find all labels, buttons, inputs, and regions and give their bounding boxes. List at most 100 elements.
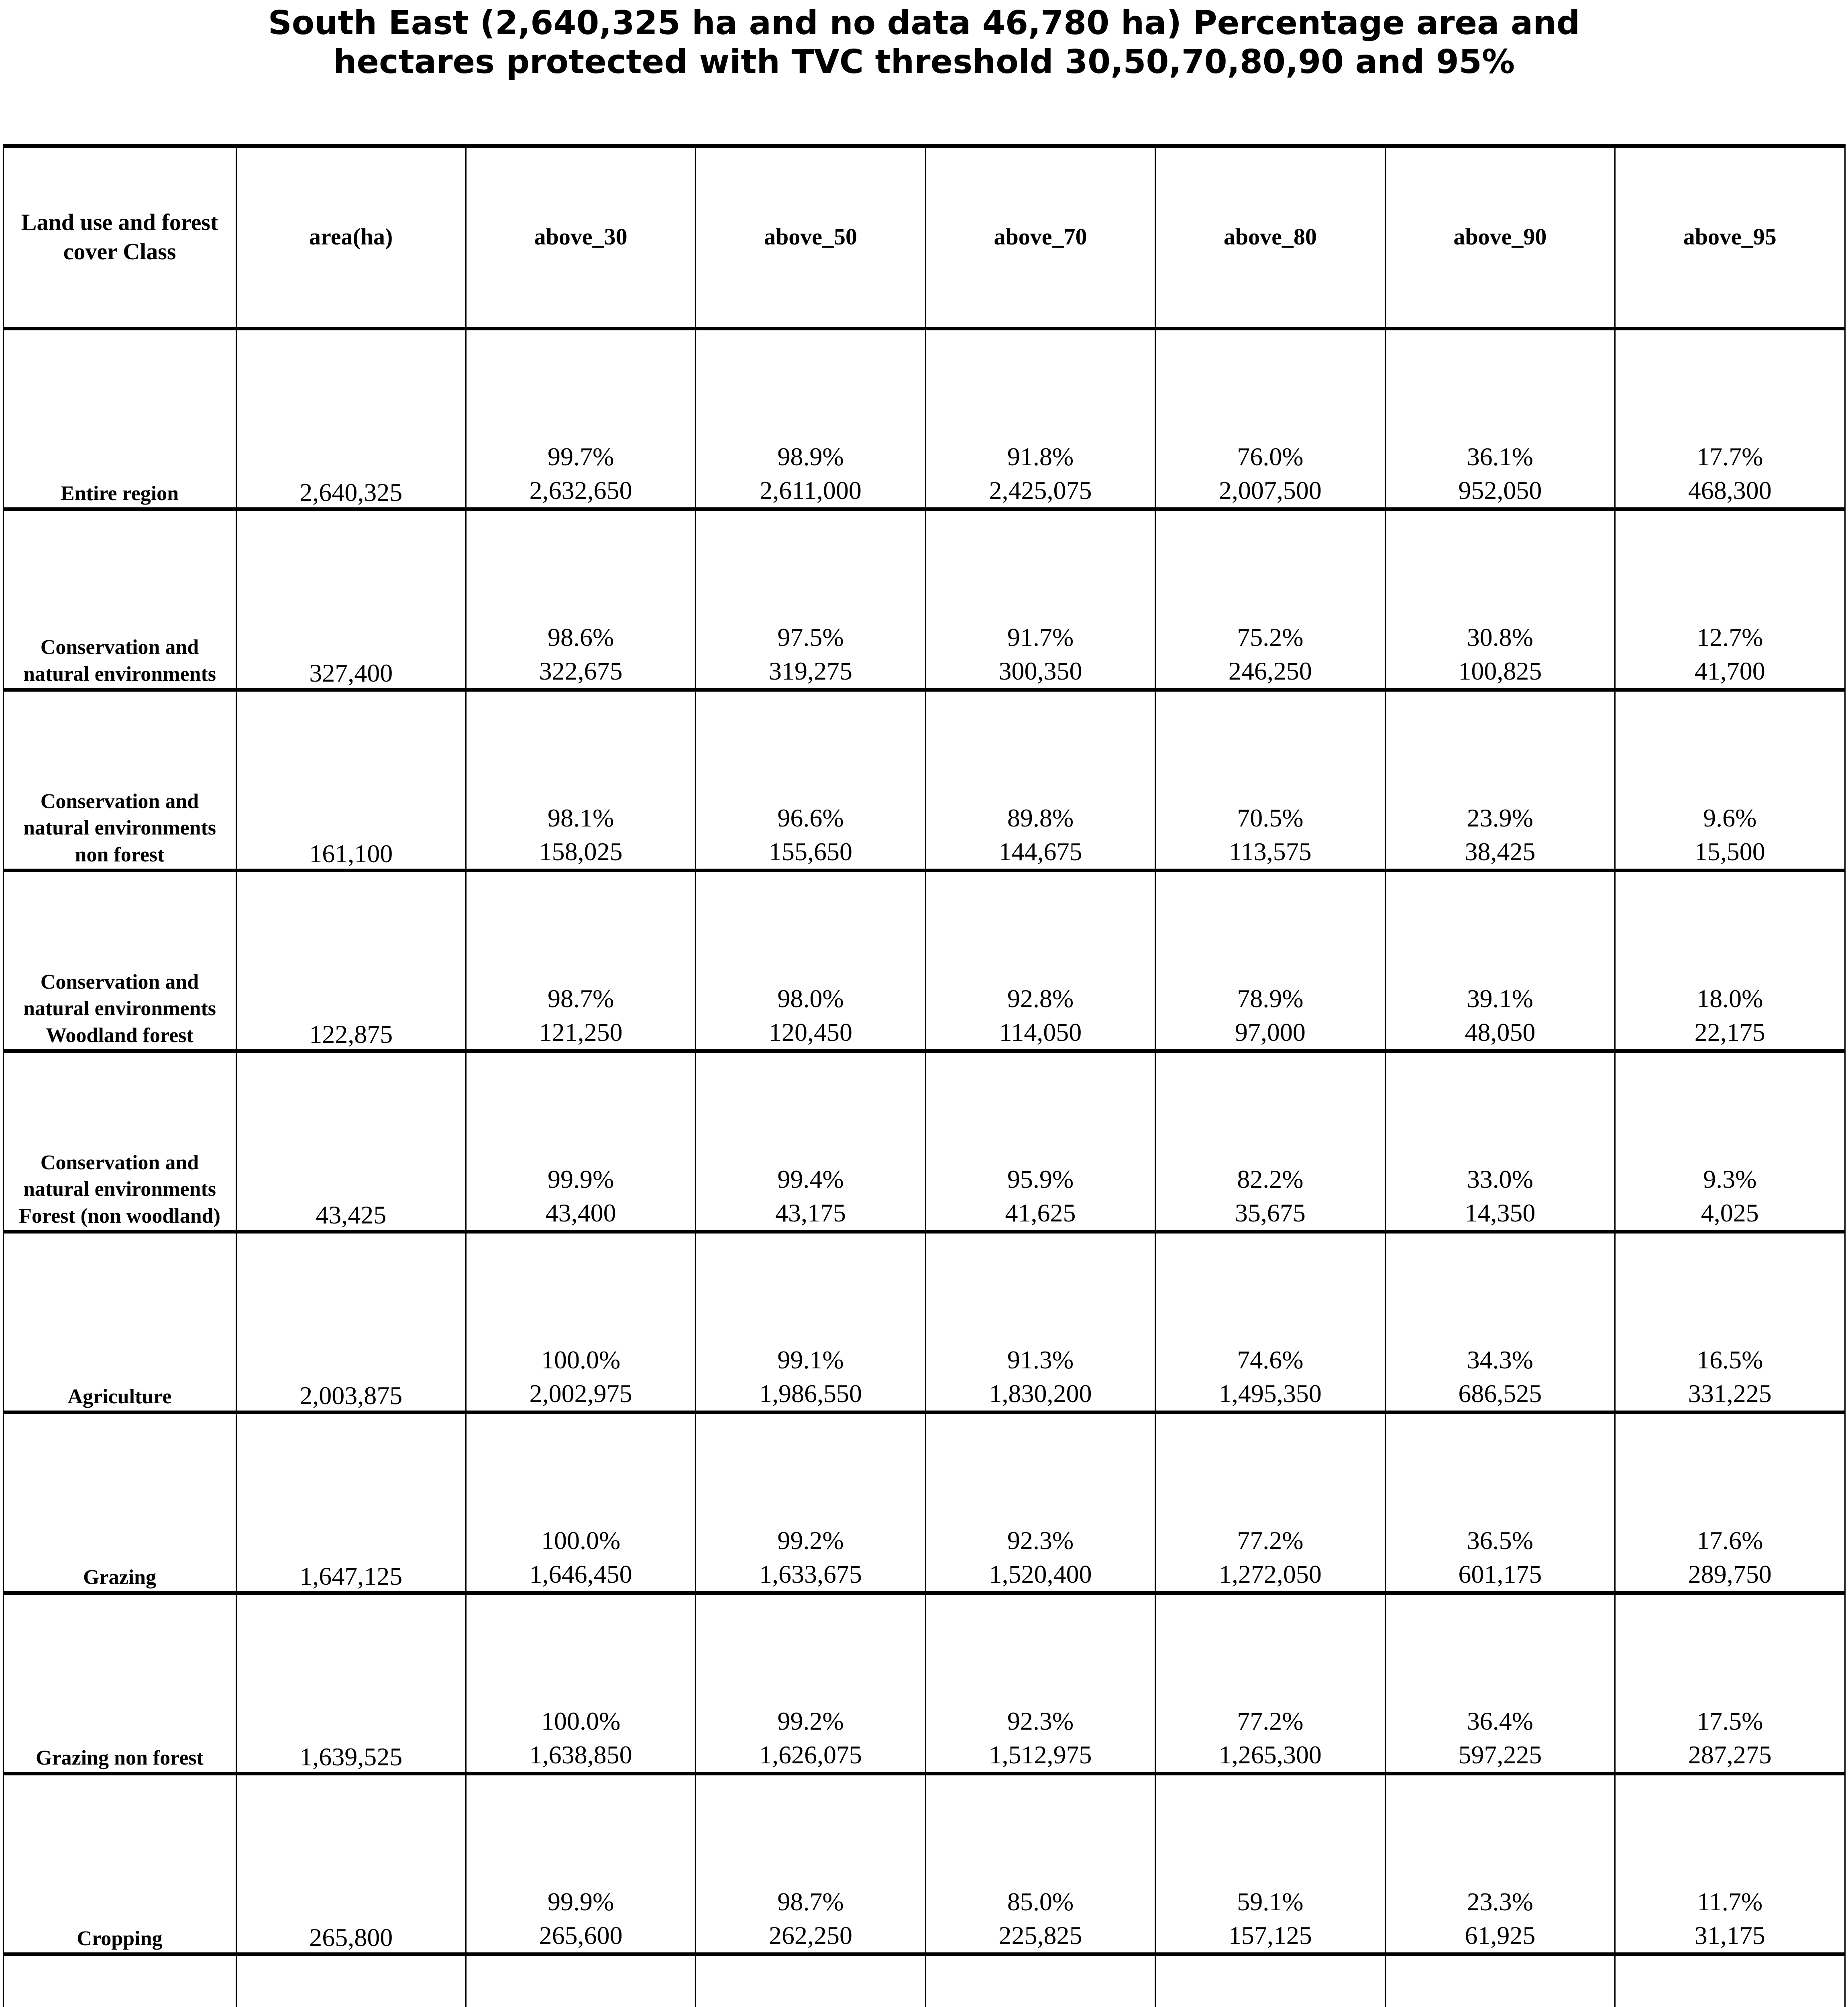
- hectares-value: 597,225: [1458, 1740, 1542, 1769]
- hectares-value: 468,300: [1688, 476, 1772, 505]
- threshold-cell: 92.8% 114,050: [925, 868, 1156, 1053]
- percent-value: 97.5%: [777, 623, 844, 651]
- percent-value: 99.2%: [777, 1706, 844, 1735]
- percent-value: 18.0%: [1697, 984, 1763, 1013]
- percent-value: 33.0%: [1467, 1164, 1533, 1193]
- percent-value: 77.2%: [1237, 1526, 1304, 1555]
- threshold-cell: 92.6%82,775: [925, 1952, 1156, 2007]
- threshold-cell: 17.6% 289,750: [1614, 1410, 1846, 1595]
- percent-value: 92.3%: [1007, 1526, 1074, 1555]
- hectares-value: 35,675: [1235, 1198, 1306, 1227]
- threshold-cell: 26.0%23,225: [1384, 1952, 1616, 2007]
- percent-value: 98.7%: [777, 1887, 844, 1916]
- hectares-value: 300,350: [998, 656, 1082, 685]
- page-title: South East (2,640,325 ha and no data 46,…: [0, 4, 1848, 82]
- percent-value: 99.7%: [547, 442, 614, 471]
- row-label: Conservation and natural environments no…: [2, 688, 237, 872]
- hectares-value: 113,575: [1229, 837, 1312, 866]
- percent-value: 91.8%: [1007, 442, 1074, 471]
- hectares-value: 61,925: [1465, 1921, 1536, 1950]
- row-label: Cropping: [2, 1771, 237, 1956]
- hectares-value: 331,225: [1688, 1379, 1772, 1408]
- hectares-value: 2,002,975: [529, 1379, 632, 1408]
- threshold-cell: 99.2% 1,633,675: [695, 1410, 926, 1595]
- percent-value: 99.2%: [777, 1526, 844, 1555]
- percent-value: 17.6%: [1697, 1526, 1763, 1555]
- hectares-value: 225,825: [998, 1921, 1082, 1950]
- hectares-value: 686,525: [1458, 1379, 1542, 1408]
- percent-value: 30.8%: [1467, 623, 1533, 651]
- threshold-cell: 77.2% 1,272,050: [1155, 1410, 1386, 1595]
- hectares-value: 114,050: [999, 1018, 1082, 1046]
- threshold-cell: 98.1% 158,025: [465, 688, 697, 872]
- threshold-cell: 92.3% 1,520,400: [925, 1410, 1156, 1595]
- percent-value: 17.5%: [1697, 1706, 1763, 1735]
- threshold-cell: 89.8% 144,675: [925, 688, 1156, 872]
- percent-value: 100.0%: [541, 1345, 621, 1374]
- threshold-cell: 98.7% 262,250: [695, 1771, 926, 1956]
- row-label: Grazing: [2, 1410, 237, 1595]
- hectares-value: 1,830,200: [989, 1379, 1092, 1408]
- threshold-cell: 82.2% 35,675: [1155, 1049, 1386, 1234]
- threshold-cell: 9.3% 4,025: [1614, 1049, 1846, 1234]
- threshold-cell: 30.8% 100,825: [1384, 507, 1616, 692]
- table-row: Grazing non forest 1,639,525 100.0% 1,638,8…: [2, 1591, 1846, 1775]
- threshold-cell: 99.6%89,075: [695, 1952, 926, 2007]
- percent-value: 98.7%: [547, 984, 614, 1013]
- table-row: Cropping 265,800 99.9% 265,600 98.7% 262,250 8…: [2, 1771, 1846, 1956]
- percent-value: 16.5%: [1697, 1345, 1763, 1374]
- hectares-value: 100,825: [1458, 656, 1542, 685]
- hectares-value: 319,275: [769, 656, 853, 685]
- hectares-value: 1,626,075: [759, 1740, 862, 1769]
- hectares-value: 15,500: [1694, 837, 1765, 866]
- hectares-value: 2,007,500: [1218, 476, 1322, 505]
- percent-value: 77.2%: [1237, 1706, 1304, 1735]
- row-area-value: 1,639,525: [235, 1591, 467, 1775]
- hectares-value: 1,633,675: [759, 1559, 862, 1588]
- page-title-line1: South East (2,640,325 ha and no data 46,…: [268, 4, 1580, 42]
- table-row: Conservation and natural environments Wo…: [2, 868, 1846, 1053]
- threshold-cell: 91.8% 2,425,075: [925, 326, 1156, 511]
- hectares-value: 97,000: [1235, 1018, 1306, 1046]
- threshold-cell: 100.0% 2,002,975: [465, 1229, 697, 1414]
- percent-value: 99.1%: [777, 1345, 844, 1374]
- percent-value: 99.9%: [547, 1887, 614, 1916]
- percent-value: 91.7%: [1007, 623, 1074, 651]
- row-area-value: 161,100: [235, 688, 467, 872]
- percent-value: 70.5%: [1237, 803, 1304, 832]
- hectares-value: 1,265,300: [1218, 1740, 1322, 1769]
- table-header-row: Land use and forest cover Class area(ha)…: [2, 144, 1846, 330]
- threshold-cell: 23.3% 61,925: [1384, 1771, 1616, 1956]
- row-area-value: 2,003,875: [235, 1229, 467, 1414]
- percent-value: 78.9%: [1237, 984, 1304, 1013]
- percent-value: 39.1%: [1467, 984, 1533, 1013]
- table-row: Irrigation89,400100.0%89,37599.6%89,0759…: [2, 1952, 1846, 2007]
- column-header-above-90: above_90: [1384, 144, 1616, 330]
- hectares-value: 2,632,650: [529, 476, 632, 505]
- hectares-value: 1,520,400: [989, 1559, 1092, 1588]
- percent-value: 23.9%: [1467, 803, 1533, 832]
- row-label: Conservation and natural environments: [2, 507, 237, 692]
- column-header-class: Land use and forest cover Class: [2, 144, 237, 330]
- threshold-cell: 98.7% 121,250: [465, 868, 697, 1053]
- threshold-cell: 75.2% 246,250: [1155, 507, 1386, 692]
- percent-value: 74.6%: [1237, 1345, 1304, 1374]
- threshold-cell: 99.7% 2,632,650: [465, 326, 697, 511]
- row-label: Entire region: [2, 326, 237, 511]
- table-row: Entire region 2,640,325 99.7% 2,632,650 98.9…: [2, 326, 1846, 511]
- threshold-cell: 92.3% 1,512,975: [925, 1591, 1156, 1775]
- percent-value: 100.0%: [541, 1526, 621, 1555]
- threshold-cell: 16.5% 331,225: [1614, 1229, 1846, 1414]
- hectares-value: 1,638,850: [529, 1740, 632, 1769]
- row-area-value: 327,400: [235, 507, 467, 692]
- threshold-cell: 77.2% 1,265,300: [1155, 1591, 1386, 1775]
- percent-value: 99.4%: [777, 1164, 844, 1193]
- hectares-value: 2,611,000: [760, 476, 862, 505]
- threshold-cell: 73.1%65,350: [1155, 1952, 1386, 2007]
- percent-value: 9.6%: [1703, 803, 1757, 832]
- percent-value: 34.3%: [1467, 1345, 1533, 1374]
- threshold-cell: 98.6% 322,675: [465, 507, 697, 692]
- threshold-cell: 11.7% 31,175: [1614, 1771, 1846, 1956]
- threshold-cell: 17.5% 287,275: [1614, 1591, 1846, 1775]
- column-header-above-30: above_30: [465, 144, 697, 330]
